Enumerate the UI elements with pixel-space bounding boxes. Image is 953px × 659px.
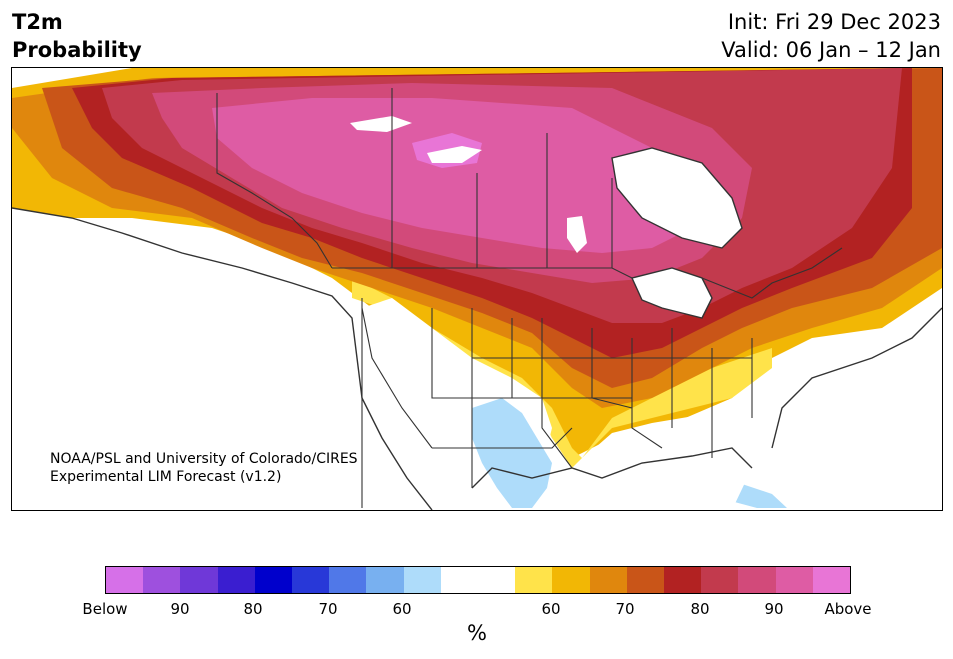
colorbar-tick-label: Below: [82, 600, 128, 618]
colorbar-segment: [403, 567, 441, 593]
map-panel: NOAA/PSL and University of Colorado/CIRE…: [11, 67, 943, 511]
colorbar-segment: [812, 567, 851, 593]
data-credit: NOAA/PSL and University of Colorado/CIRE…: [50, 450, 358, 486]
band-above-55: [352, 278, 772, 468]
credit-line2: Experimental LIM Forecast (v1.2): [50, 469, 282, 485]
colorbar-tick-label: 80: [243, 600, 263, 618]
great-slave-lake: [427, 146, 482, 163]
colorbar-segment: [217, 567, 255, 593]
colorbar-segment: [254, 567, 293, 593]
forecast-dates: Init: Fri 29 Dec 2023 Valid: 06 Jan – 12…: [721, 8, 941, 64]
political-borders: [216, 88, 843, 508]
colorbar-segment: [329, 567, 367, 593]
colorbar-segment: [106, 567, 144, 593]
ocean-gulf: [582, 448, 752, 510]
colorbar-segment: [478, 567, 516, 593]
map-title-line2: Probability: [12, 38, 142, 62]
colorbar-segment: [292, 567, 330, 593]
colorbar-segment: [180, 567, 218, 593]
colorbar-segment: [440, 567, 479, 593]
colorbar-segment: [143, 567, 181, 593]
colorbar-segment: [366, 567, 404, 593]
valid-range: Valid: 06 Jan – 12 Jan: [721, 38, 941, 62]
init-date: Init: Fri 29 Dec 2023: [727, 10, 941, 34]
ocean-atlantic: [772, 308, 942, 510]
colorbar-segment: [515, 567, 553, 593]
probability-map: [12, 68, 942, 510]
colorbar-segment: [589, 567, 627, 593]
colorbar-segment: [552, 567, 590, 593]
colorbar-unit: %: [467, 621, 487, 645]
colorbar-tick-label: 60: [541, 600, 561, 618]
map-title: T2m Probability: [12, 8, 142, 64]
lake-winnipeg: [567, 216, 587, 253]
ocean-pacific: [12, 218, 432, 510]
colorbar-segment: [775, 567, 813, 593]
colorbar-tick-label: 70: [318, 600, 338, 618]
map-title-line1: T2m: [12, 10, 63, 34]
colorbar-segment: [664, 567, 702, 593]
great-bear-lake: [350, 116, 412, 132]
colorbar-tick-label: 80: [690, 600, 710, 618]
colorbar-tick-label: 60: [392, 600, 412, 618]
band-below-55: [472, 398, 552, 508]
colorbar-segment: [738, 567, 776, 593]
band-above-90: [212, 98, 702, 253]
colorbar-tick-label: 90: [764, 600, 784, 618]
colorbar-tick-label: Above: [824, 600, 872, 618]
colorbar-tick-label: 90: [170, 600, 190, 618]
colorbar-segment: [701, 567, 739, 593]
coastlines: [12, 147, 942, 510]
colorbar-tick-label: 70: [615, 600, 635, 618]
credit-line1: NOAA/PSL and University of Colorado/CIRE…: [50, 451, 358, 467]
ocean-hudson-bay: [612, 148, 742, 248]
great-lakes: [632, 268, 712, 318]
probability-colorbar: [105, 566, 851, 594]
colorbar-segment: [626, 567, 665, 593]
